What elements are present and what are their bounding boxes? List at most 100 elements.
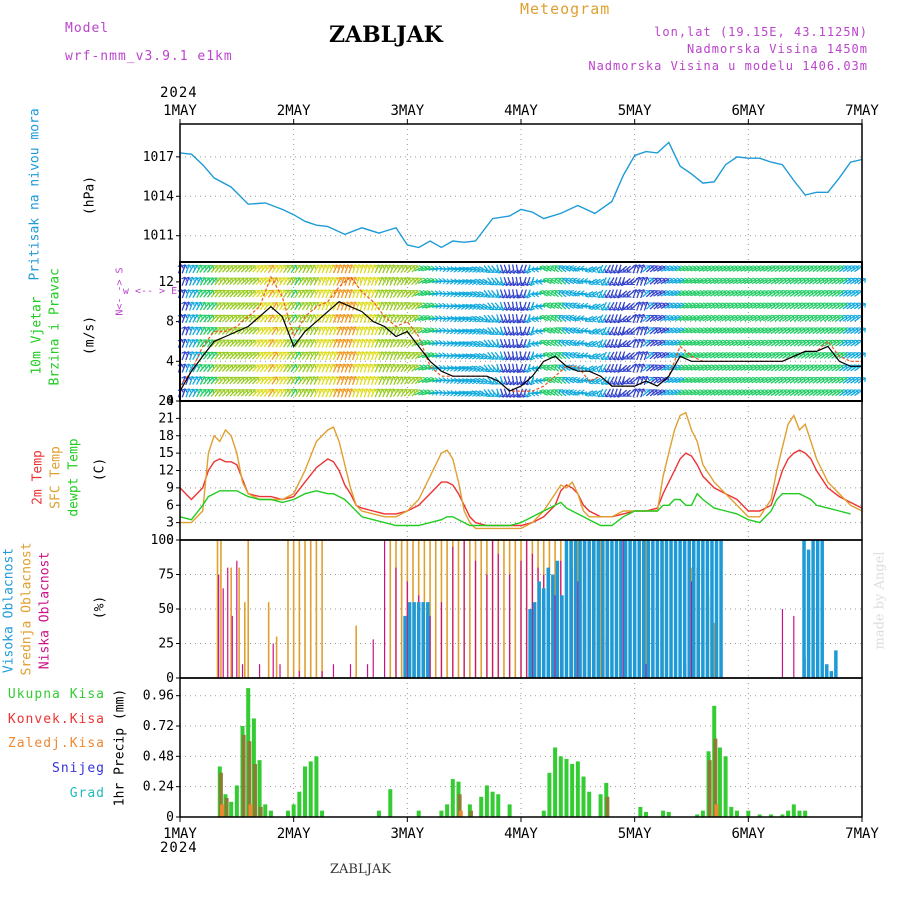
wind-arrowhead <box>296 314 301 317</box>
wind-arrowhead <box>588 283 593 286</box>
wind-arrow <box>668 365 677 371</box>
wind-arrow <box>385 326 391 336</box>
wind-arrow <box>630 278 639 285</box>
wind-arrowhead <box>453 368 458 372</box>
wind-arrowhead <box>393 376 396 381</box>
wind-arrow <box>363 363 368 373</box>
wind-arrowhead <box>570 314 575 317</box>
wind-arrowhead <box>333 289 338 292</box>
wind-arrow <box>601 326 607 336</box>
wind-arrow <box>668 291 677 297</box>
wind-arrowhead <box>691 364 696 367</box>
wind-arrow <box>351 376 357 386</box>
wind-arrowhead <box>604 355 607 360</box>
wind-arrowhead <box>531 306 536 310</box>
wind-arrowhead <box>449 380 454 384</box>
wind-arrow <box>645 265 654 273</box>
wind-arrowhead <box>295 351 300 354</box>
wind-arrowhead <box>453 380 458 384</box>
wind-arrow <box>348 376 353 386</box>
wind-arrowhead <box>562 314 567 317</box>
wind-arrow <box>202 302 210 311</box>
wind-arrowhead <box>363 264 368 267</box>
wind-arrow <box>478 352 488 359</box>
wind-arrow <box>370 339 376 348</box>
wind-arrowhead <box>514 357 519 361</box>
wind-arrowhead <box>721 339 726 342</box>
wind-arrowhead <box>592 366 595 371</box>
wind-arrowhead <box>725 364 730 367</box>
wind-arrowhead <box>608 343 611 348</box>
wind-arrow <box>448 267 458 271</box>
wind-arrowhead <box>189 363 194 366</box>
wind-arrowhead <box>185 363 190 367</box>
wind-arrowhead <box>382 363 387 367</box>
wind-arrow <box>317 326 323 336</box>
wind-arrow <box>414 316 424 322</box>
wind-arrowhead <box>542 328 546 333</box>
wind-arrow <box>640 363 645 373</box>
y-tick-label: 0.24 <box>143 780 174 795</box>
wind-arrow <box>687 266 696 272</box>
wind-arrow <box>728 303 738 310</box>
wind-arrowhead <box>430 352 435 355</box>
wind-arrow <box>189 376 194 386</box>
wind-arrowhead <box>550 353 553 358</box>
wind-arrowhead <box>514 394 519 398</box>
wind-arrow <box>511 276 515 286</box>
wind-arrowhead <box>438 327 443 331</box>
wind-arrowhead <box>273 314 278 317</box>
wind-arrow <box>407 364 415 372</box>
wind-arrowhead <box>732 302 738 305</box>
wind-arrowhead <box>543 390 546 395</box>
wind-arrow <box>664 278 673 285</box>
wind-arrow <box>313 289 319 299</box>
wind-arrow <box>218 265 226 273</box>
wind-arrow <box>627 265 635 273</box>
wind-arrow <box>636 363 641 373</box>
wind-arrowhead <box>389 351 392 356</box>
wind-arrow <box>214 265 222 273</box>
wind-arrow <box>244 339 252 348</box>
wind-arrowhead <box>382 363 385 369</box>
wind-arrow <box>263 302 271 311</box>
wind-arrowhead <box>434 277 439 282</box>
wind-arrow <box>639 351 645 361</box>
wind-arrow <box>192 264 198 274</box>
wind-arrow <box>728 328 738 334</box>
wind-arrowhead <box>389 314 393 319</box>
wind-arrowhead <box>321 276 326 280</box>
wind-arrowhead <box>351 363 357 367</box>
wind-arrow <box>717 352 726 359</box>
wind-arrow <box>653 315 662 322</box>
wind-arrowhead <box>355 264 360 267</box>
wind-arrowhead <box>524 269 528 274</box>
y-tick-label: 0.96 <box>143 689 174 704</box>
wind-arrow <box>359 363 365 373</box>
wind-arrowhead <box>200 326 205 329</box>
wind-arrow <box>627 389 635 397</box>
wind-arrow <box>732 278 741 285</box>
wind-arrow <box>185 338 190 348</box>
wind-arrow <box>643 301 648 311</box>
wind-arrow <box>181 363 186 373</box>
wind-arrow <box>717 365 727 372</box>
wind-arrowhead <box>499 271 504 274</box>
wind-arrow <box>286 314 293 323</box>
wind-arrowhead <box>562 389 567 392</box>
wind-arrowhead <box>646 351 650 356</box>
wind-arrowhead <box>479 332 484 335</box>
wind-arrow <box>740 278 749 285</box>
wind-arrow <box>686 303 696 309</box>
wind-arrow <box>282 277 290 286</box>
wind-arrowhead <box>181 326 186 329</box>
wind-arrow <box>374 314 380 323</box>
wind-arrowhead <box>547 389 552 392</box>
wind-arrow <box>336 301 342 311</box>
wind-arrow <box>547 340 556 347</box>
wind-arrow <box>203 389 210 397</box>
wind-arrow <box>248 290 256 298</box>
wind-arrowhead <box>336 388 341 391</box>
wind-arrowhead <box>185 276 190 280</box>
wind-arrow <box>195 277 202 286</box>
